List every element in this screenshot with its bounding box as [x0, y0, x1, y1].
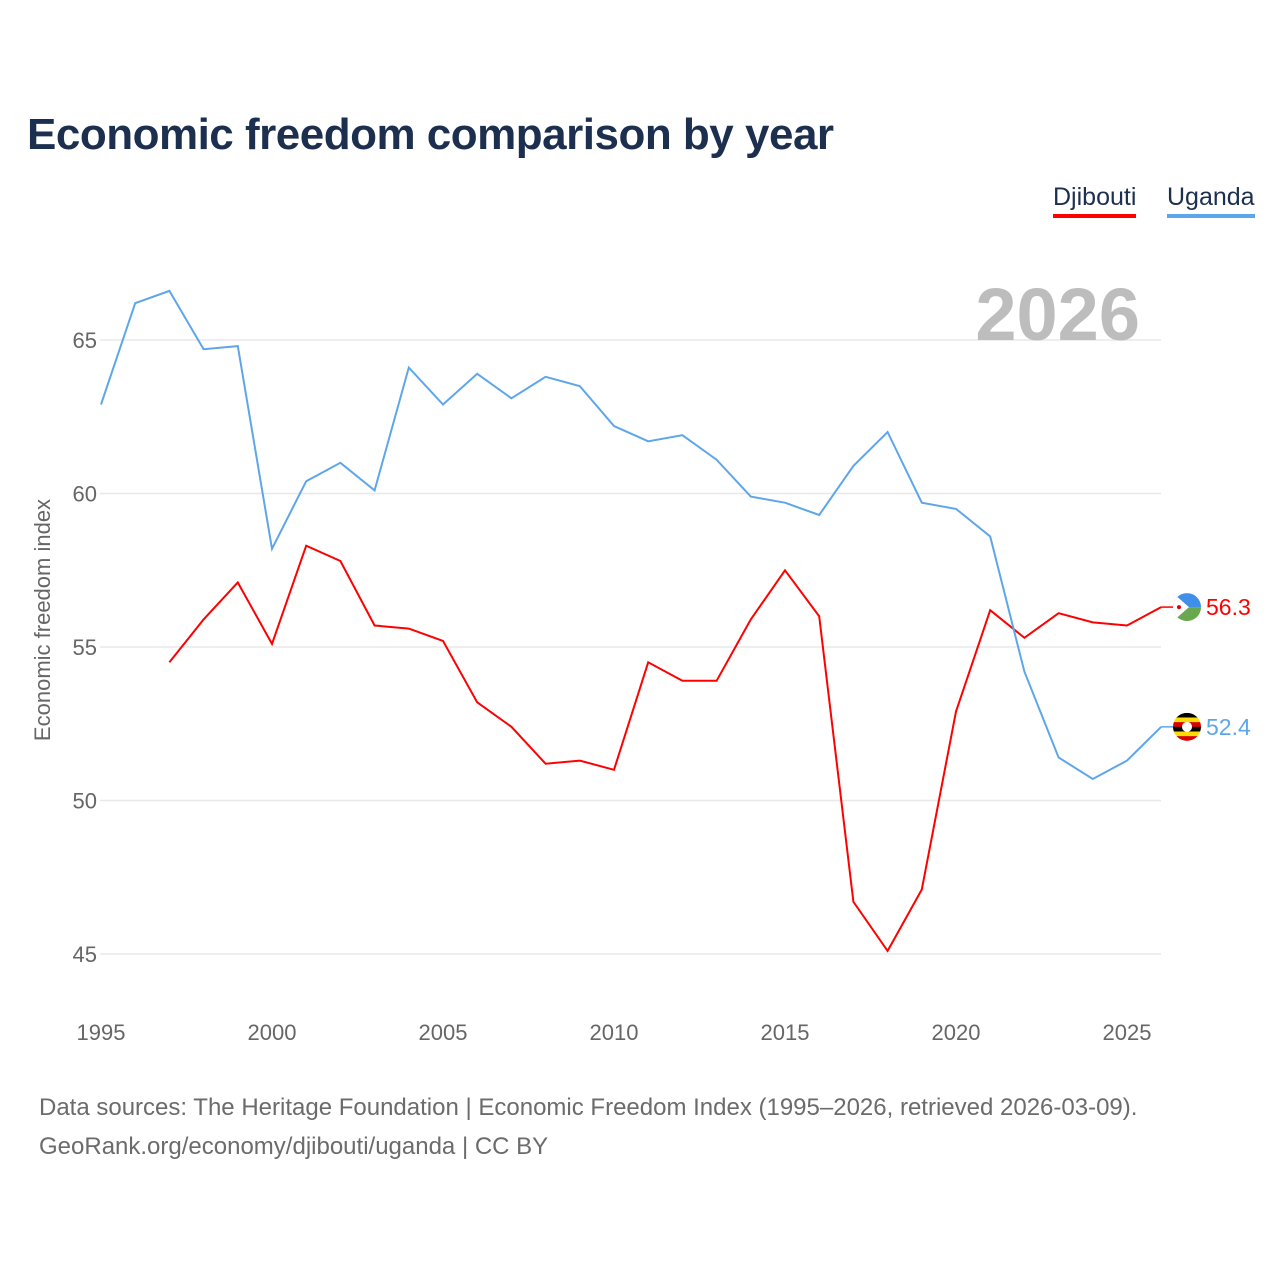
data-point[interactable]: [165, 287, 173, 295]
x-tick-label: 1995: [77, 1020, 126, 1045]
data-point[interactable]: [336, 459, 344, 467]
data-point[interactable]: [405, 364, 413, 372]
x-tick-label: 2010: [590, 1020, 639, 1045]
data-point[interactable]: [200, 345, 208, 353]
data-point[interactable]: [405, 625, 413, 633]
data-point[interactable]: [1020, 668, 1028, 676]
data-point[interactable]: [644, 437, 652, 445]
data-point[interactable]: [542, 373, 550, 381]
data-point[interactable]: [371, 486, 379, 494]
data-point[interactable]: [131, 299, 139, 307]
data-point[interactable]: [302, 542, 310, 550]
x-tick-label: 2015: [761, 1020, 810, 1045]
y-axis-label: Economic freedom index: [30, 499, 55, 741]
end-value-label-djibouti: 56.3: [1206, 594, 1251, 620]
data-point[interactable]: [473, 698, 481, 706]
data-point[interactable]: [576, 757, 584, 765]
data-point[interactable]: [473, 370, 481, 378]
end-value-label-uganda: 52.4: [1206, 714, 1251, 740]
series-line-uganda: [100, 289, 1162, 781]
data-point[interactable]: [576, 382, 584, 390]
y-tick-label: 50: [73, 789, 97, 814]
x-tick-label: 2005: [419, 1020, 468, 1045]
series-line-djibouti: [168, 544, 1162, 953]
data-point[interactable]: [952, 505, 960, 513]
data-point[interactable]: [268, 545, 276, 553]
data-point[interactable]: [336, 557, 344, 565]
x-tick-label: 2020: [932, 1020, 981, 1045]
data-point[interactable]: [371, 622, 379, 630]
data-point[interactable]: [986, 532, 994, 540]
data-point[interactable]: [439, 637, 447, 645]
data-point[interactable]: [918, 886, 926, 894]
data-point[interactable]: [439, 400, 447, 408]
data-point[interactable]: [1020, 634, 1028, 642]
data-point[interactable]: [678, 431, 686, 439]
x-tick-label: 2025: [1103, 1020, 1152, 1045]
data-point[interactable]: [165, 658, 173, 666]
y-tick-label: 45: [73, 942, 97, 967]
data-point[interactable]: [849, 898, 857, 906]
uganda-flag-icon: [1161, 712, 1201, 741]
data-point[interactable]: [542, 760, 550, 768]
data-point[interactable]: [781, 566, 789, 574]
y-tick-label: 55: [73, 635, 97, 660]
y-tick-label: 65: [73, 328, 97, 353]
x-tick-label: 2000: [248, 1020, 297, 1045]
footer-link[interactable]: GeoRank.org/economy/djibouti/uganda | CC…: [39, 1133, 549, 1160]
data-point[interactable]: [97, 400, 105, 408]
data-point[interactable]: [713, 456, 721, 464]
data-point[interactable]: [1089, 618, 1097, 626]
data-point[interactable]: [952, 707, 960, 715]
data-point[interactable]: [849, 462, 857, 470]
data-point[interactable]: [1123, 757, 1131, 765]
data-point[interactable]: [1055, 609, 1063, 617]
footer-sources: Data sources: The Heritage Foundation | …: [39, 1094, 1138, 1121]
y-tick-label: 60: [73, 482, 97, 507]
data-point[interactable]: [1055, 754, 1063, 762]
data-point[interactable]: [986, 606, 994, 614]
data-point[interactable]: [507, 723, 515, 731]
data-point[interactable]: [815, 612, 823, 620]
data-point[interactable]: [747, 615, 755, 623]
data-point[interactable]: [200, 615, 208, 623]
data-point[interactable]: [234, 579, 242, 587]
year-watermark: 2026: [975, 273, 1140, 356]
data-point[interactable]: [713, 677, 721, 685]
data-point[interactable]: [302, 477, 310, 485]
data-point[interactable]: [507, 394, 515, 402]
data-point[interactable]: [610, 422, 618, 430]
data-point[interactable]: [815, 511, 823, 519]
data-point[interactable]: [884, 947, 892, 955]
data-point[interactable]: [268, 640, 276, 648]
djibouti-flag-icon: [1161, 593, 1201, 622]
chart-title: Economic freedom comparison by year: [27, 110, 834, 159]
data-point[interactable]: [781, 499, 789, 507]
data-point[interactable]: [234, 342, 242, 350]
data-point[interactable]: [918, 499, 926, 507]
footer: Data sources: The Heritage Foundation | …: [39, 1088, 1137, 1166]
legend-uganda[interactable]: Uganda: [1167, 183, 1255, 218]
legend-djibouti[interactable]: Djibouti: [1053, 183, 1137, 218]
data-point[interactable]: [884, 428, 892, 436]
data-point[interactable]: [747, 493, 755, 501]
data-point[interactable]: [1123, 622, 1131, 630]
data-point[interactable]: [610, 766, 618, 774]
data-point[interactable]: [1089, 775, 1097, 783]
data-point[interactable]: [644, 658, 652, 666]
data-point[interactable]: [678, 677, 686, 685]
